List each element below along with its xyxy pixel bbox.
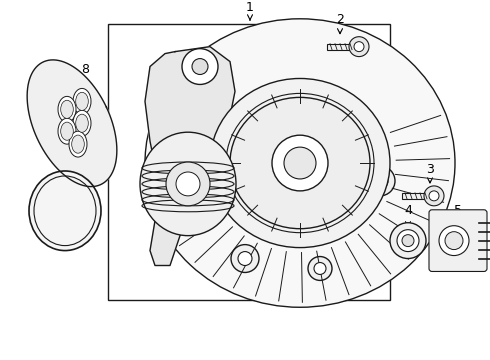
Text: 5: 5: [454, 204, 462, 225]
Ellipse shape: [145, 19, 455, 307]
Circle shape: [314, 262, 326, 274]
Ellipse shape: [73, 110, 91, 136]
Circle shape: [424, 186, 444, 206]
Ellipse shape: [72, 135, 84, 153]
Bar: [108, 24, 390, 300]
Circle shape: [354, 42, 364, 51]
Circle shape: [272, 135, 328, 191]
Bar: [327, 44, 355, 50]
Ellipse shape: [75, 92, 88, 111]
FancyBboxPatch shape: [429, 210, 487, 271]
Text: 6: 6: [184, 145, 192, 165]
Circle shape: [182, 49, 218, 85]
Bar: [402, 193, 430, 199]
Circle shape: [308, 257, 332, 280]
Circle shape: [284, 147, 316, 179]
Ellipse shape: [75, 114, 88, 132]
Text: 4: 4: [404, 204, 412, 227]
Circle shape: [397, 230, 419, 252]
Ellipse shape: [73, 89, 91, 114]
Circle shape: [365, 166, 395, 196]
Circle shape: [429, 191, 439, 201]
Circle shape: [372, 173, 388, 189]
Circle shape: [390, 223, 426, 258]
Text: 8: 8: [81, 63, 89, 85]
Circle shape: [192, 59, 208, 75]
Text: 1: 1: [246, 1, 254, 20]
Ellipse shape: [210, 78, 390, 248]
Ellipse shape: [61, 122, 74, 140]
Ellipse shape: [230, 97, 370, 229]
Ellipse shape: [140, 132, 236, 236]
Circle shape: [349, 37, 369, 57]
Text: 7: 7: [61, 175, 69, 195]
Circle shape: [176, 172, 200, 196]
Text: 2: 2: [336, 13, 344, 34]
Ellipse shape: [58, 96, 76, 122]
Circle shape: [445, 232, 463, 249]
Circle shape: [231, 244, 259, 273]
Ellipse shape: [61, 100, 74, 118]
Circle shape: [402, 235, 414, 247]
Ellipse shape: [69, 131, 87, 157]
Polygon shape: [145, 47, 235, 265]
Polygon shape: [27, 60, 117, 186]
Circle shape: [238, 252, 252, 265]
Ellipse shape: [58, 118, 76, 144]
Circle shape: [166, 162, 210, 206]
Text: 3: 3: [426, 162, 434, 183]
Circle shape: [439, 226, 469, 256]
Ellipse shape: [29, 171, 101, 251]
